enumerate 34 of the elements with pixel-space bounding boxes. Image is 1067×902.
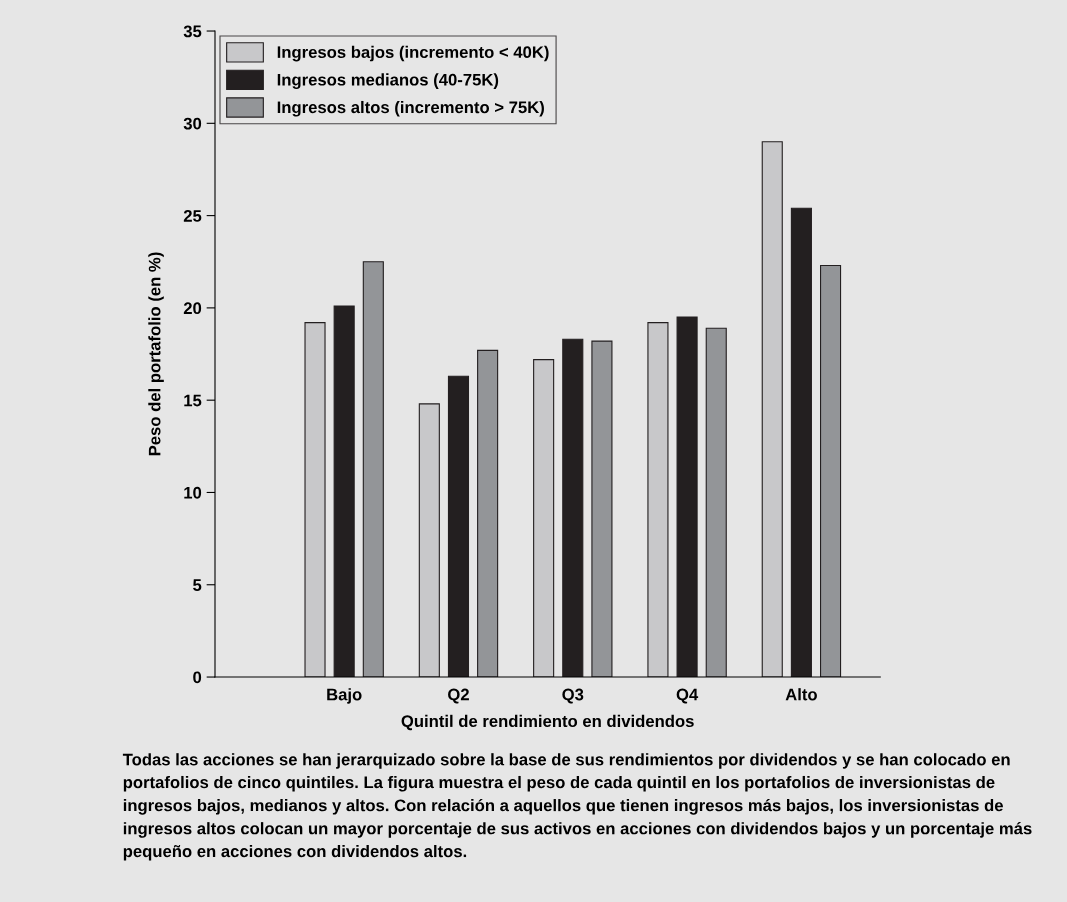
bar <box>447 375 470 678</box>
x-tick-label: Alto <box>785 688 817 701</box>
y-tick-label: 20 <box>183 302 202 315</box>
bar <box>761 141 783 678</box>
bar <box>562 338 584 678</box>
bar <box>647 322 669 678</box>
y-axis-title: Peso del portafolio (en %) <box>148 252 164 456</box>
bar <box>477 349 499 678</box>
x-tick-label: Q4 <box>676 688 699 704</box>
y-tick-label: 25 <box>183 210 202 222</box>
text: Todas las acciones se han jerarquizado sobre la base de sus rendimientos por dividendos y se han colocado en portafolios de cinco quintiles. La figura muestra el peso de cada quintil en los portafolios de inversionistas de ingresos bajos, medianos y altos. Con relación a aquellos que tienen ingresos más bajos, los inversionistas de ingresos altos colocan un mayor porcentaje de sus activos en acciones con dividendos bajos y un porcentaje más pequeño en acciones con dividendos altos. <box>122 753 1032 861</box>
bar <box>790 207 812 678</box>
bar <box>591 340 613 678</box>
legend-label: Ingresos bajos (incremento < 40K) <box>277 45 549 62</box>
bar <box>333 305 355 678</box>
y-tick-label: 30 <box>183 117 202 130</box>
y-tick-label: 0 <box>193 671 202 684</box>
bar <box>676 316 698 678</box>
legend-label: Ingresos altos (incremento > 75K) <box>277 100 544 117</box>
bar <box>304 322 326 678</box>
y-tick-label: 5 <box>193 579 202 591</box>
bar <box>533 359 555 678</box>
bar <box>819 264 842 678</box>
legend-label: Ingresos medianos (40-75K) <box>277 73 499 89</box>
x-tick-label: Q2 <box>448 688 469 704</box>
bar <box>705 327 727 678</box>
y-tick-label: 15 <box>184 394 202 407</box>
bar <box>418 403 440 678</box>
bar <box>362 261 384 678</box>
y-tick-label: 10 <box>184 486 202 499</box>
x-tick-label: Q3 <box>562 688 584 704</box>
x-tick-label: Bajo <box>327 688 362 704</box>
x-axis-title: Quintil de rendimiento en dividendos <box>401 714 694 731</box>
y-tick-label: 35 <box>183 25 202 38</box>
